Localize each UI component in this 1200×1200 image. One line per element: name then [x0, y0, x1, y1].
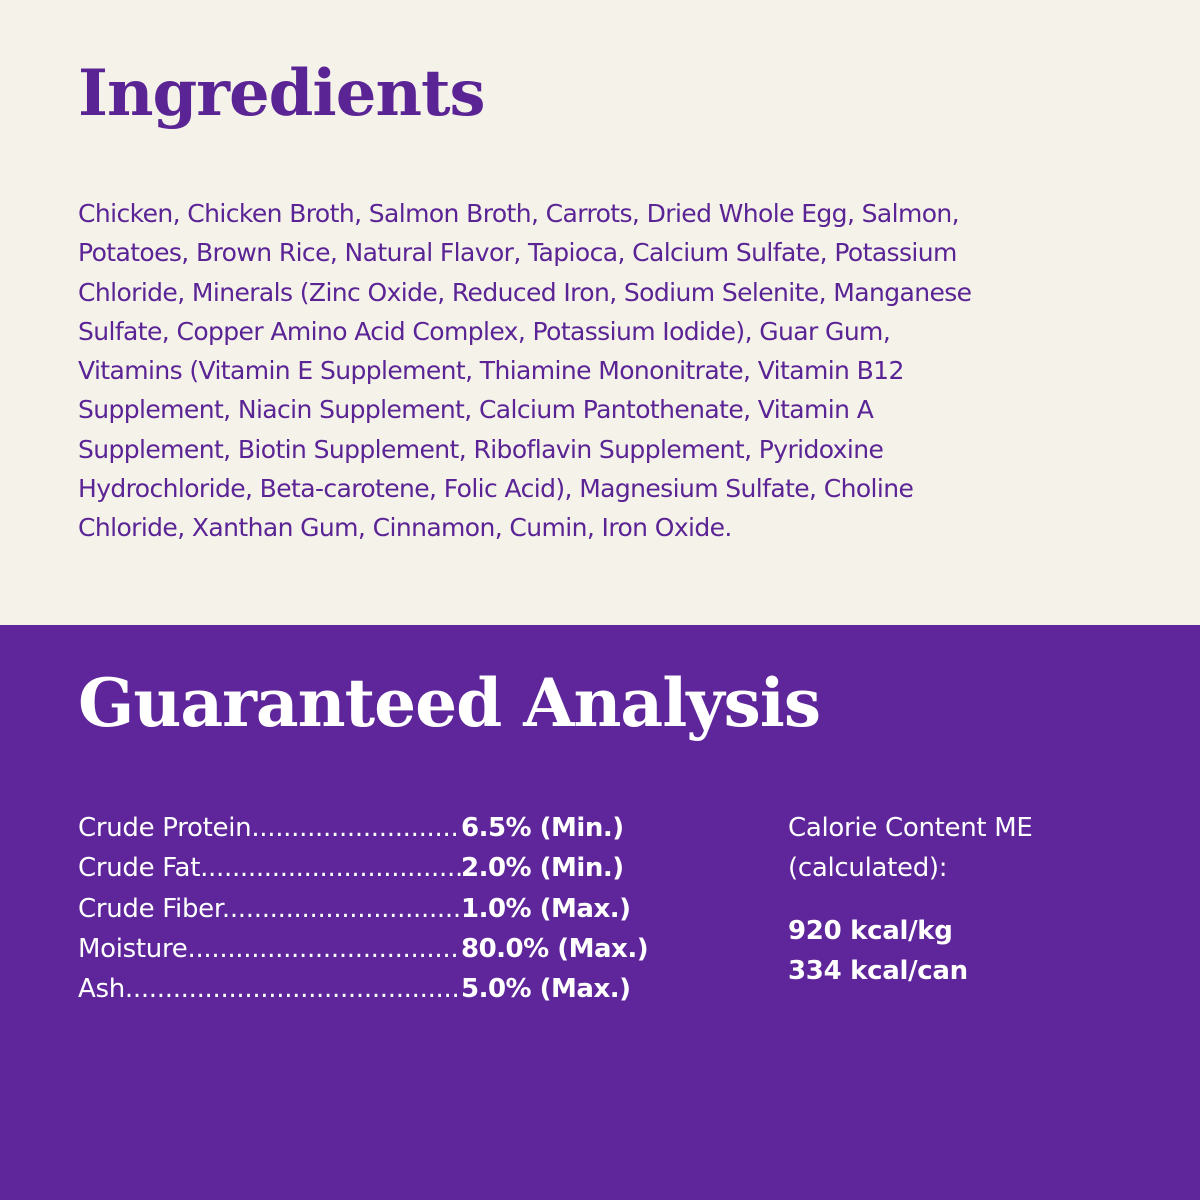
- calorie-per-kg: 920 kcal/kg: [788, 915, 953, 946]
- calorie-content: Calorie Content ME (calculated): 920 kca…: [788, 808, 1033, 991]
- analysis-value: 80.0% (Max.): [461, 933, 649, 964]
- analysis-value: 2.0% (Min.): [461, 853, 624, 884]
- analysis-label: Moisture................................…: [78, 933, 461, 964]
- guaranteed-analysis-title: Guaranteed Analysis: [78, 664, 821, 742]
- analysis-label: Crude Fiber.............................…: [78, 893, 461, 924]
- ingredients-line: Supplement, Biotin Supplement, Riboflavi…: [78, 434, 884, 464]
- ingredients-line: Hydrochloride, Beta-carotene, Folic Acid…: [78, 474, 914, 504]
- analysis-row: Ash.....................................…: [78, 969, 648, 1009]
- analysis-row: Crude Fiber.............................…: [78, 889, 648, 929]
- guaranteed-analysis-section: [0, 625, 1200, 1200]
- analysis-row: Crude Fat...............................…: [78, 848, 648, 888]
- ingredients-line: Vitamins (Vitamin E Supplement, Thiamine…: [78, 356, 904, 386]
- analysis-label: Ash.....................................…: [78, 974, 461, 1005]
- ingredients-line: Chloride, Minerals (Zinc Oxide, Reduced …: [78, 277, 972, 307]
- analysis-row: Moisture................................…: [78, 929, 649, 969]
- ingredients-line: Chicken, Chicken Broth, Salmon Broth, Ca…: [78, 199, 960, 228]
- analysis-label: Crude Protein...........................…: [78, 813, 461, 843]
- ingredients-line: Supplement, Niacin Supplement, Calcium P…: [78, 395, 874, 425]
- calorie-label: Calorie Content ME: [788, 813, 1033, 843]
- ingredients-title: Ingredients: [78, 56, 486, 131]
- calorie-label-calculated: (calculated):: [788, 853, 948, 884]
- analysis-row: Crude Protein...........................…: [78, 808, 648, 848]
- analysis-table: Crude Protein...........................…: [78, 808, 649, 1009]
- ingredients-list: Chicken, Chicken Broth, Salmon Broth, Ca…: [78, 194, 972, 548]
- ingredients-line: Potatoes, Brown Rice, Natural Flavor, Ta…: [78, 238, 957, 268]
- ingredients-section: Ingredients Chicken, Chicken Broth, Salm…: [78, 56, 973, 548]
- analysis-label: Crude Fat...............................…: [78, 853, 461, 884]
- ingredients-line: Sulfate, Copper Amino Acid Complex, Pota…: [78, 316, 891, 346]
- analysis-value: 5.0% (Max.): [461, 974, 631, 1005]
- analysis-value: 6.5% (Min.): [461, 813, 624, 843]
- analysis-value: 1.0% (Max.): [461, 893, 631, 924]
- calorie-per-can: 334 kcal/can: [788, 955, 968, 986]
- ingredients-line: Chloride, Xanthan Gum, Cinnamon, Cumin, …: [78, 513, 732, 543]
